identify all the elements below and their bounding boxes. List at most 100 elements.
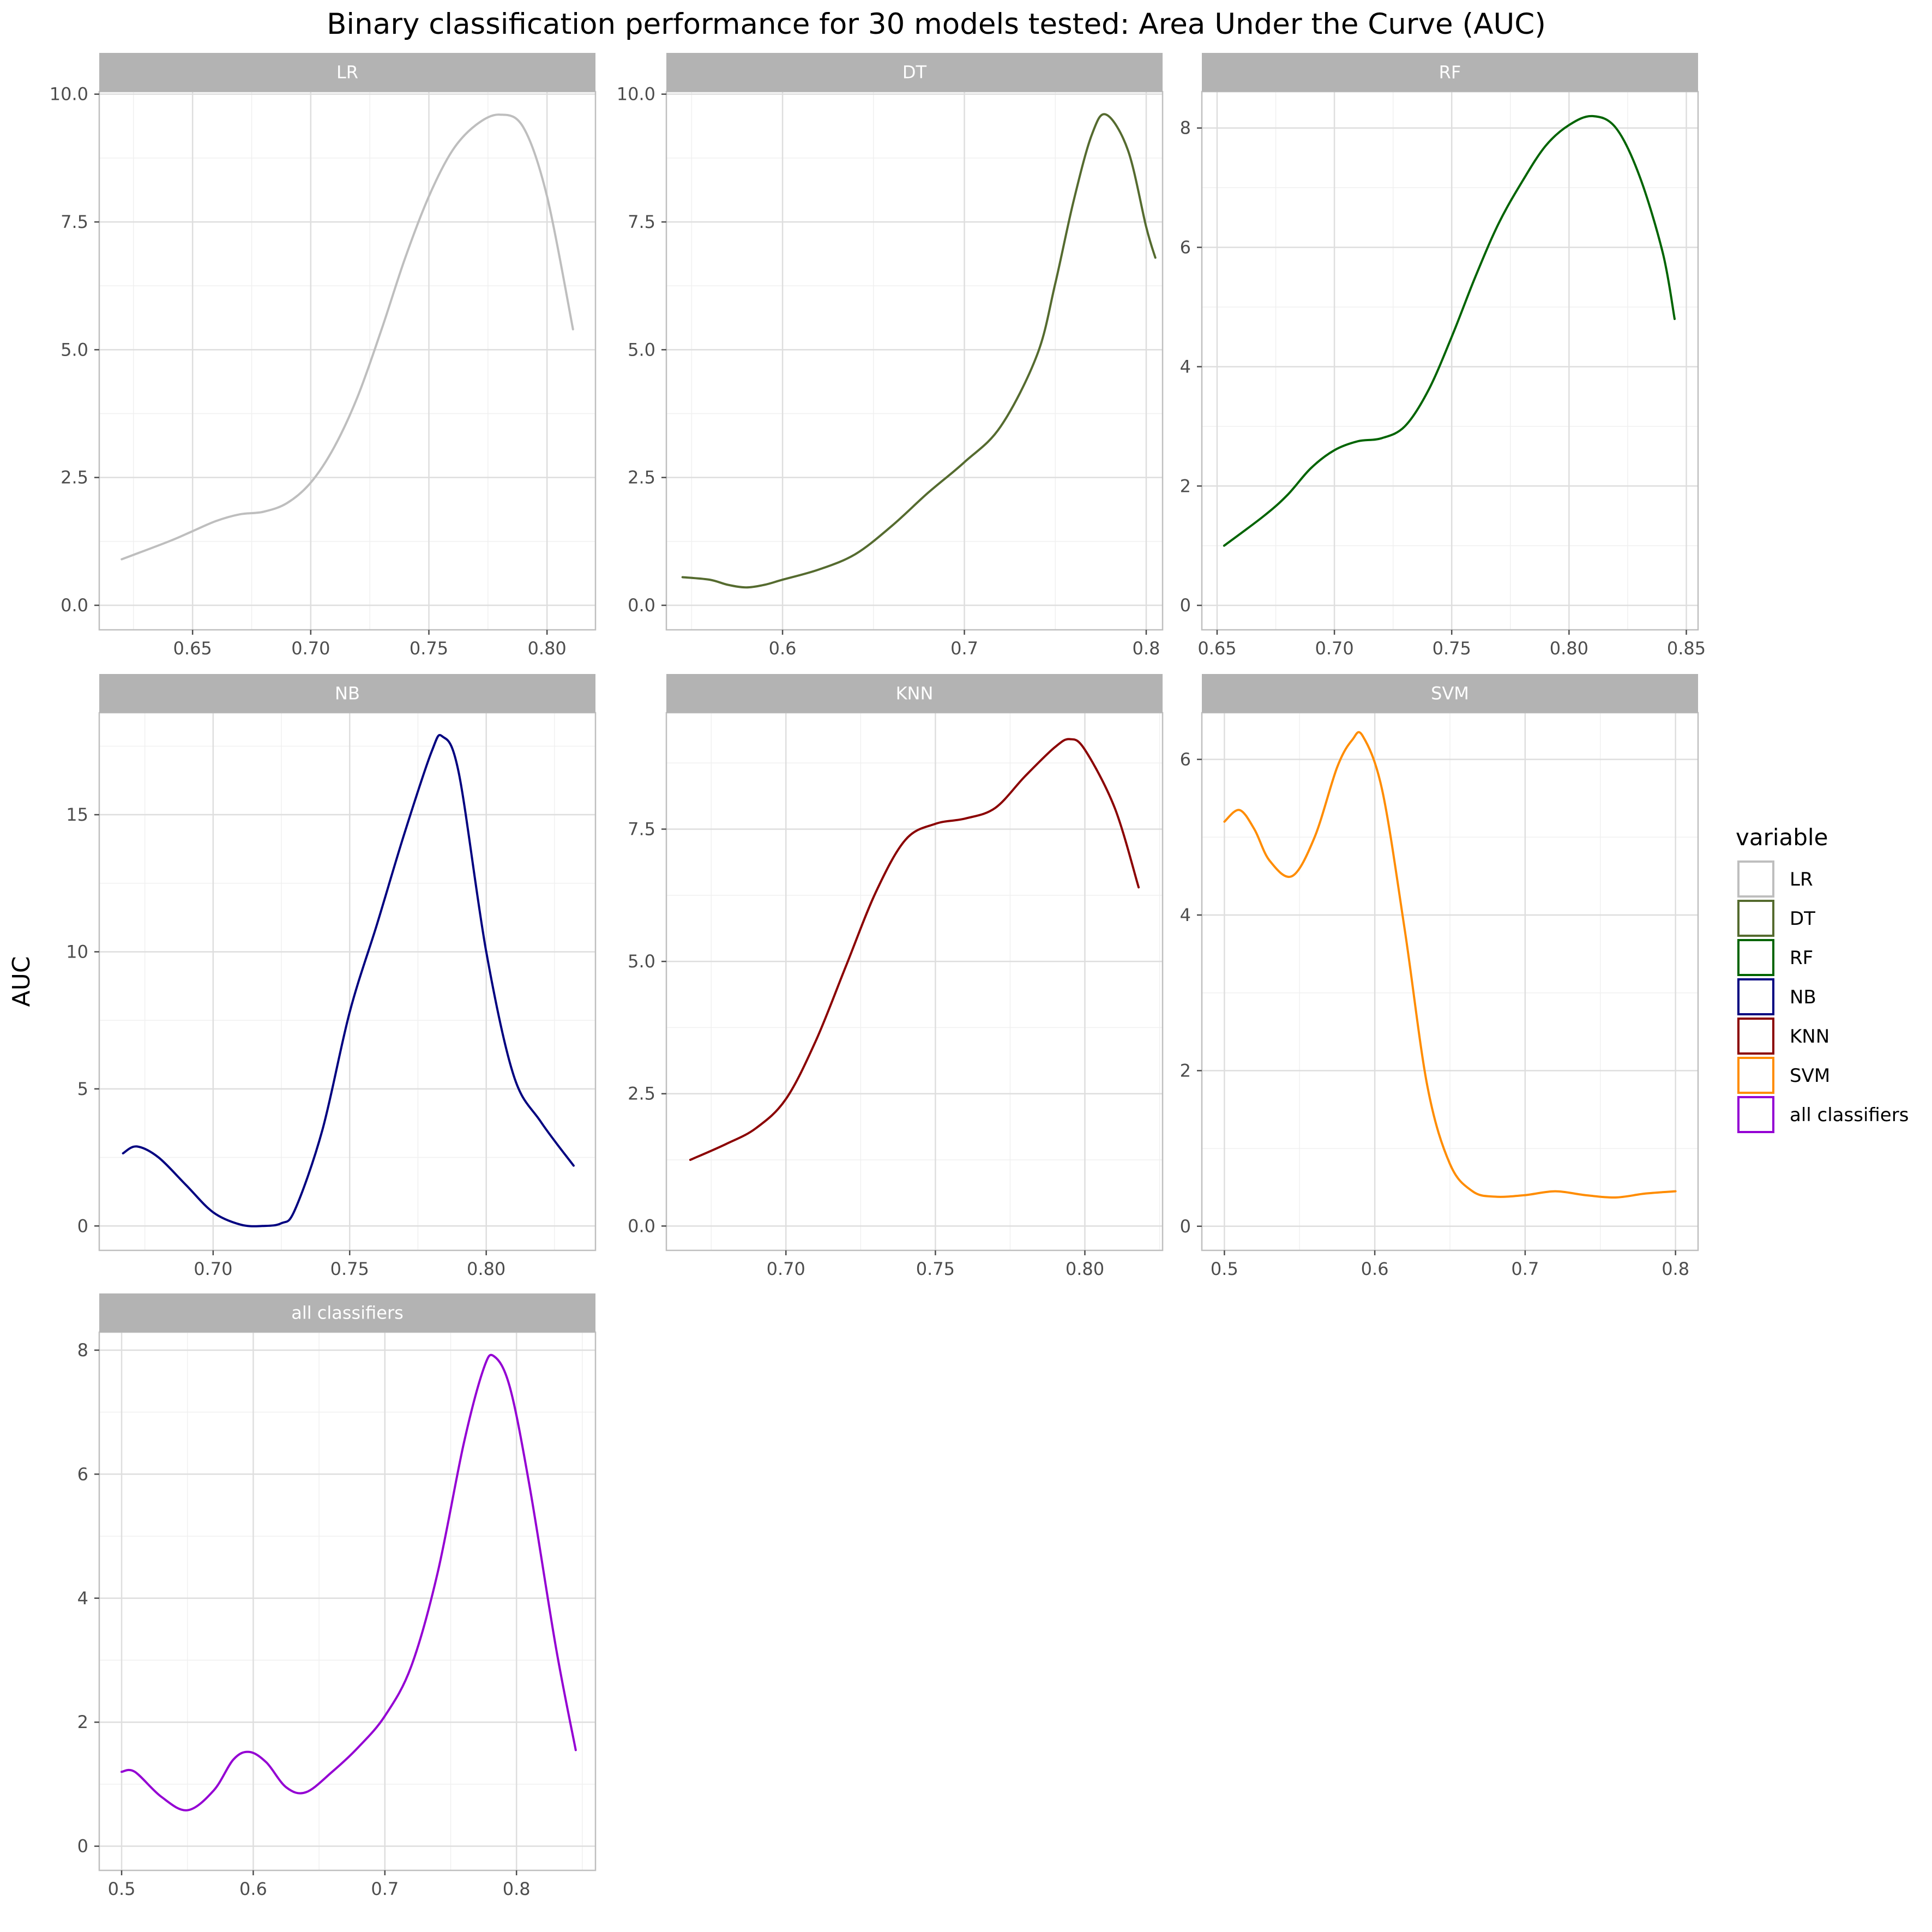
x-tick-label: 0.70: [1315, 638, 1353, 659]
y-tick-label: 2.5: [628, 467, 655, 488]
y-tick-label: 2.5: [628, 1084, 655, 1104]
y-tick-label: 7.5: [628, 819, 655, 840]
y-tick-label: 0.0: [628, 1215, 655, 1236]
strip-label: RF: [1439, 62, 1461, 83]
x-tick-label: 0.75: [410, 638, 448, 659]
legend: variable LR DT RF NB KNN SVM all classifiers: [1736, 824, 1909, 1133]
y-tick-label: 8: [77, 1340, 88, 1361]
legend-key: [1737, 939, 1774, 976]
x-tick-label: 0.6: [1361, 1259, 1389, 1279]
panel-background: [99, 1332, 595, 1870]
x-tick-label: 0.8: [1133, 638, 1160, 659]
panel-nb: NB 0.70 0.75 0.80 0 5 10 15: [66, 674, 597, 1279]
y-tick-label: 4: [1180, 905, 1191, 925]
x-tick-label: 0.85: [1667, 638, 1706, 659]
x-tick-label: 0.75: [916, 1259, 955, 1279]
y-tick-label: 6: [1180, 237, 1191, 258]
y-tick-label: 10.0: [617, 84, 655, 105]
y-tick-label: 0: [1180, 1216, 1191, 1237]
x-tick-label: 0.7: [371, 1879, 399, 1899]
strip-background: [99, 674, 595, 713]
legend-key: [1737, 1018, 1774, 1055]
x-tick-label: 0.70: [767, 1259, 805, 1279]
y-tick-label: 0.0: [61, 595, 88, 616]
panel-lr: LR 0.65 0.70 0.75 0.80 0.0 2.5 5.0 7.5 10.0: [50, 53, 597, 659]
x-tick-label: 0.80: [1550, 638, 1588, 659]
density-line-knn: [689, 738, 1140, 1161]
x-tick-label: 0.70: [291, 638, 330, 659]
panel-knn: KNN 0.70 0.75 0.80 0.0 2.5 5.0 7.5: [628, 674, 1164, 1279]
x-tick-label: 0.7: [1511, 1259, 1539, 1279]
panel-background: [666, 713, 1163, 1250]
y-tick-label: 2: [1180, 476, 1191, 496]
panel-svm: SVM 0.5 0.6 0.7 0.8 0 2 4 6: [1180, 674, 1699, 1279]
legend-entry-rf: RF: [1737, 939, 1813, 976]
legend-key: [1737, 1057, 1774, 1094]
y-tick-label: 6: [77, 1464, 88, 1484]
strip-label: LR: [336, 62, 358, 83]
legend-entry-dt: DT: [1737, 900, 1815, 937]
panel-rf: RF 0.65 0.70 0.75 0.80 0.85 0 2 4 6 8: [1180, 53, 1706, 659]
y-tick-label: 6: [1180, 749, 1191, 770]
y-tick-label: 5.0: [61, 339, 88, 360]
y-tick-label: 4: [1180, 356, 1191, 377]
y-tick-label: 0.0: [628, 595, 655, 616]
strip-label: KNN: [896, 683, 934, 704]
legend-entry-lr: LR: [1737, 860, 1813, 898]
legend-label: KNN: [1790, 1026, 1829, 1048]
legend-entry-knn: KNN: [1737, 1018, 1829, 1055]
strip-background: [99, 1293, 595, 1332]
legend-key: [1737, 1096, 1774, 1133]
chart-title: Binary classification performance for 30…: [327, 8, 1546, 41]
y-tick-label: 5.0: [628, 951, 655, 972]
x-tick-label: 0.80: [1066, 1259, 1104, 1279]
legend-label: RF: [1790, 947, 1813, 969]
y-tick-label: 4: [77, 1588, 88, 1609]
y-tick-label: 5.0: [628, 339, 655, 360]
x-tick-label: 0.5: [108, 1879, 136, 1899]
density-line-rf: [1223, 115, 1676, 547]
x-tick-label: 0.70: [194, 1259, 232, 1279]
y-tick-label: 15: [66, 804, 88, 825]
y-tick-label: 2.5: [61, 467, 88, 488]
strip-background: [1202, 674, 1698, 713]
y-tick-label: 10.0: [50, 84, 88, 105]
strip-label: NB: [335, 683, 360, 704]
x-tick-label: 0.6: [769, 638, 797, 659]
legend-entry-svm: SVM: [1737, 1057, 1830, 1094]
legend-title: variable: [1736, 824, 1828, 851]
x-tick-label: 0.65: [1197, 638, 1236, 659]
y-tick-label: 0: [1180, 595, 1191, 616]
x-tick-label: 0.8: [503, 1879, 531, 1899]
y-tick-label: 5: [77, 1079, 88, 1099]
panel-background: [666, 92, 1163, 630]
x-tick-label: 0.75: [1433, 638, 1471, 659]
strip-label: DT: [902, 62, 927, 83]
legend-label: NB: [1790, 986, 1816, 1008]
x-tick-label: 0.65: [173, 638, 212, 659]
y-tick-label: 2: [1180, 1060, 1191, 1081]
legend-label: LR: [1790, 869, 1813, 890]
legend-label: all classifiers: [1790, 1104, 1909, 1126]
legend-key: [1737, 978, 1774, 1015]
legend-label: SVM: [1790, 1065, 1830, 1087]
density-line-nb: [122, 734, 575, 1227]
y-tick-label: 0: [77, 1215, 88, 1236]
density-line-dt: [681, 113, 1157, 589]
panel-all-classifiers: all classifiers 0.5 0.6 0.7 0.8 0 2 4 6 8: [77, 1293, 597, 1899]
strip-background: [99, 53, 595, 92]
legend-key: [1737, 900, 1774, 937]
x-tick-label: 0.80: [467, 1259, 505, 1279]
x-tick-label: 0.8: [1662, 1259, 1689, 1279]
density-line-svm: [1223, 731, 1677, 1199]
strip-label: all classifiers: [291, 1303, 404, 1323]
y-tick-label: 7.5: [628, 212, 655, 232]
y-axis-label: AUC: [8, 956, 35, 1007]
legend-entry-all-classifiers: all classifiers: [1737, 1096, 1909, 1133]
legend-entry-nb: NB: [1737, 978, 1816, 1015]
strip-background: [666, 53, 1163, 92]
legend-key: [1737, 860, 1774, 898]
x-tick-label: 0.6: [239, 1879, 267, 1899]
